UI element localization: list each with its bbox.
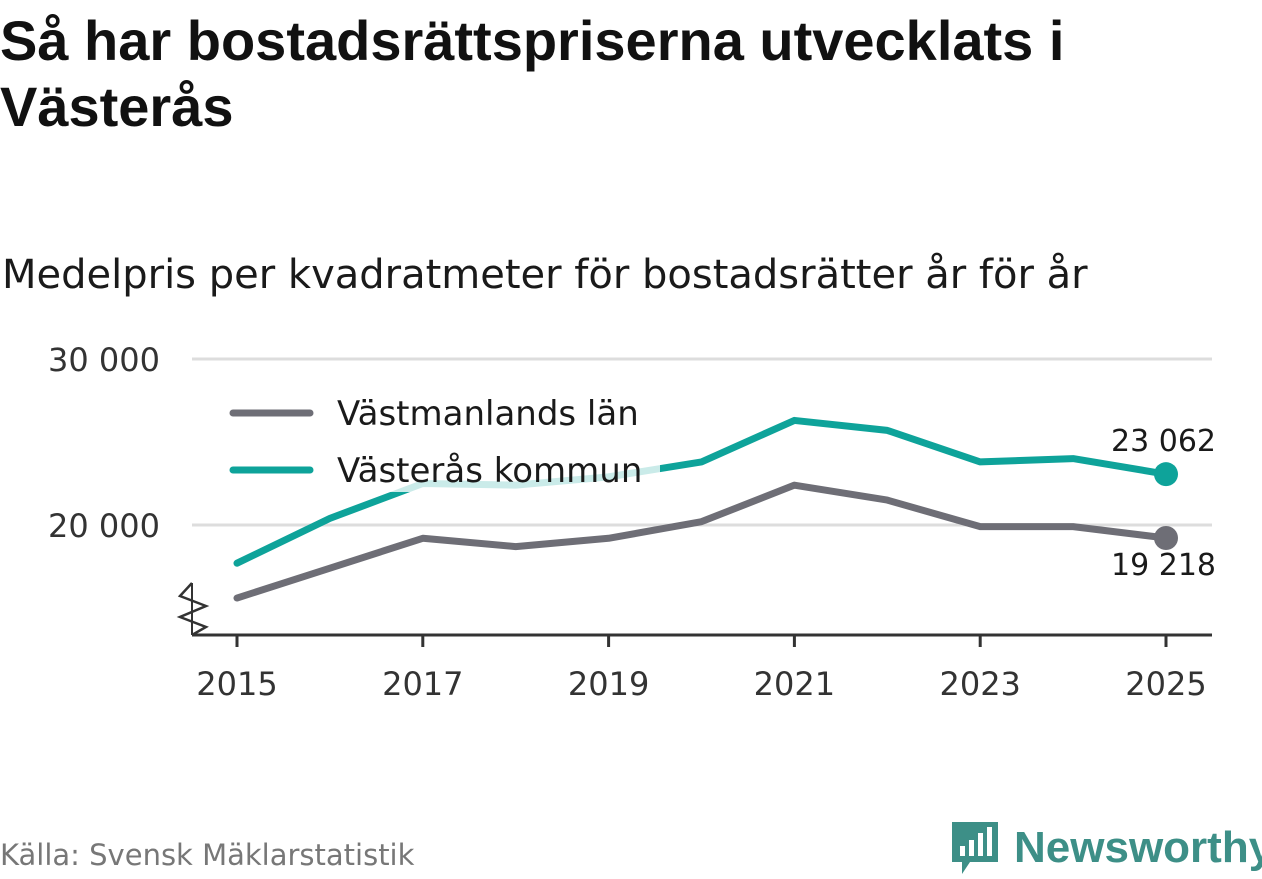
series-line-vastmanlands-lan <box>233 481 1170 602</box>
chart-subtitle: Medelpris per kvadratmeter för bostadsrä… <box>2 252 1088 298</box>
newsworthy-logo-icon <box>952 822 998 874</box>
x-tick-label: 2025 <box>1125 665 1206 703</box>
series-line-vasteras-kommun <box>233 416 1170 567</box>
end-point <box>1154 462 1178 487</box>
end-point <box>1154 525 1178 550</box>
x-tick-label: 2019 <box>568 665 649 703</box>
brand: Newsworthy <box>950 818 1262 878</box>
end-value-label: 19 218 <box>1111 548 1216 583</box>
legend-label: Västerås kommun <box>337 451 642 491</box>
axis-break-icon <box>176 582 210 637</box>
y-tick-label: 30 000 <box>48 341 160 379</box>
legend-label: Västmanlands län <box>337 394 639 434</box>
chart-title: Så har bostadsrättspriserna utvecklats i… <box>0 9 1065 138</box>
end-value-label: 23 062 <box>1111 424 1216 459</box>
y-tick-label: 20 000 <box>48 507 160 545</box>
x-tick-label: 2017 <box>382 665 463 703</box>
x-tick-label: 2021 <box>754 665 835 703</box>
brand-name: Newsworthy <box>1014 823 1262 872</box>
x-tick-label: 2023 <box>939 665 1020 703</box>
x-tick-label: 2015 <box>196 665 277 703</box>
source-note: Källa: Svensk Mäklarstatistik <box>0 838 415 872</box>
